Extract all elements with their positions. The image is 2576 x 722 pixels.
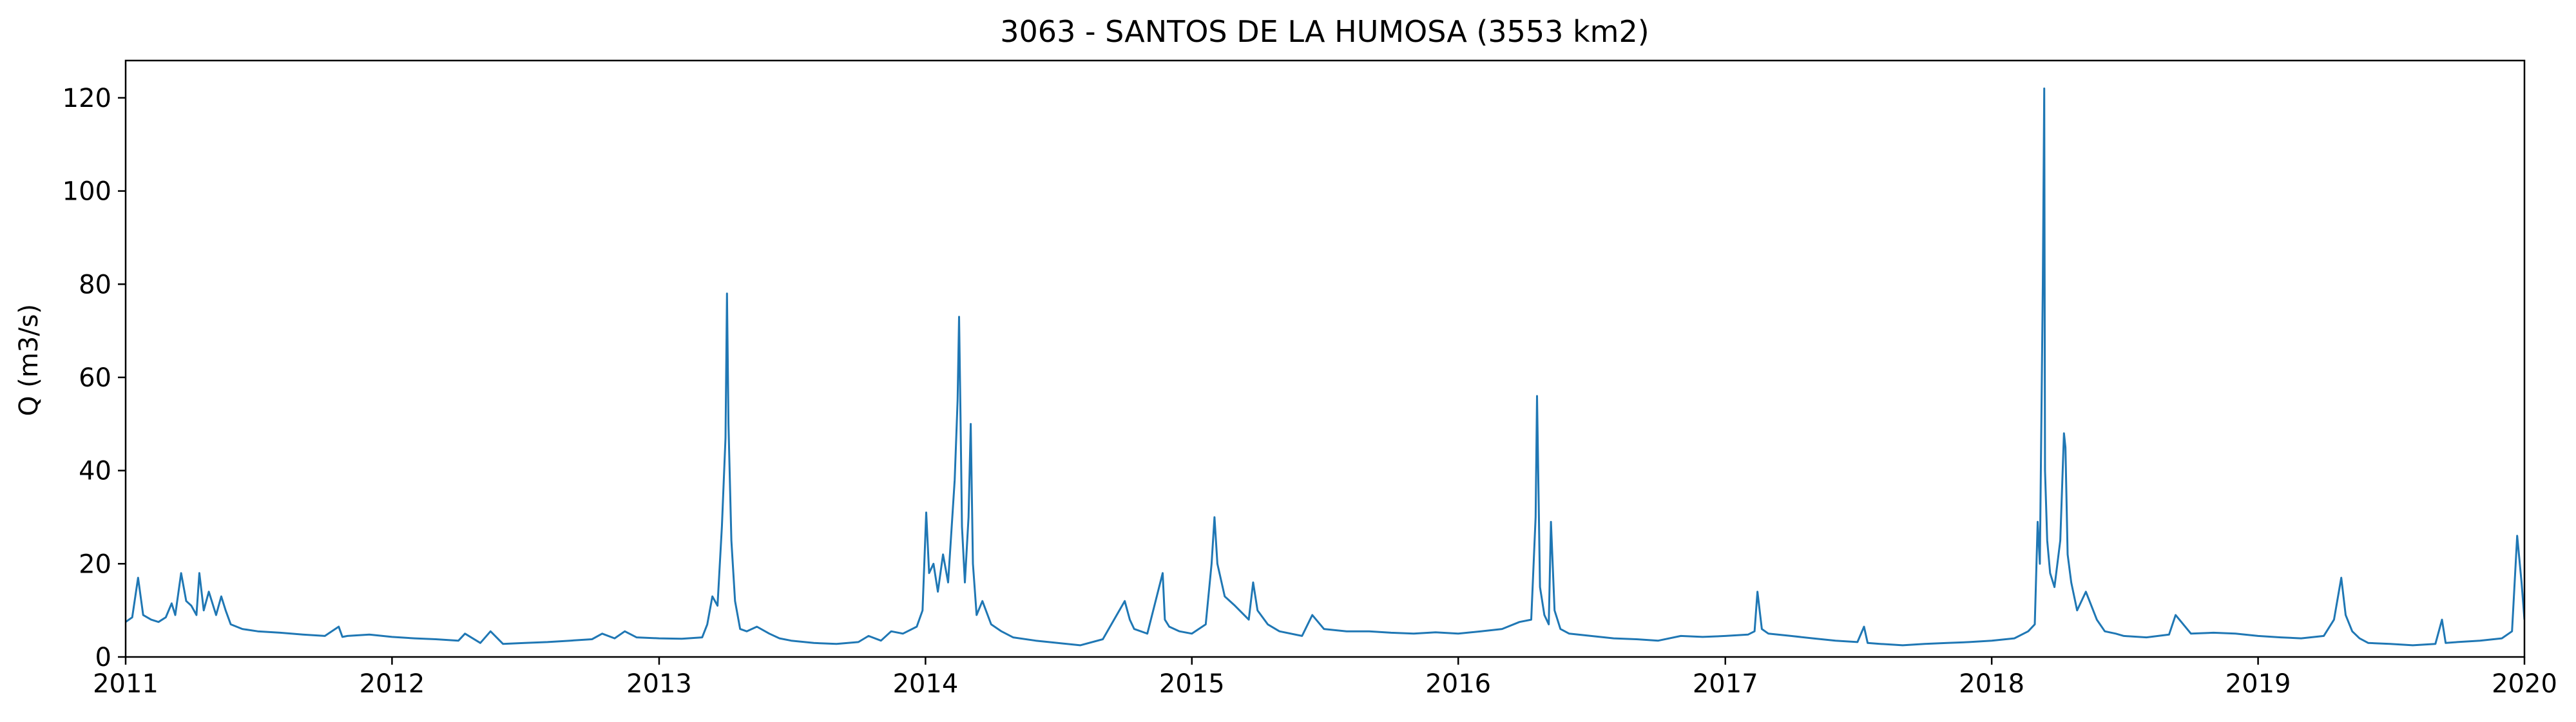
x-tick-label-2020: 2020 [2492,669,2557,699]
x-tick-label-2012: 2012 [360,669,425,699]
y-axis-label: Q (m3/s) [14,304,44,416]
x-tick-label-2018: 2018 [1959,669,2024,699]
y-tick-label-40: 40 [79,457,111,486]
y-axis-label-group: Q (m3/s) [14,304,44,416]
y-tick-label-100: 100 [62,177,111,207]
x-tick-label-2014: 2014 [892,669,958,699]
y-tick-label-20: 20 [79,549,111,579]
y-tick-label-0: 0 [95,643,111,672]
x-tick-label-2019: 2019 [2225,669,2291,699]
x-tick-label-2013: 2013 [626,669,692,699]
x-tick-label-2011: 2011 [93,669,159,699]
axes: 2011 2012 2013 2014 2015 2016 2017 2018 2019 2020… [62,59,2557,699]
y-tick-label-60: 60 [79,363,111,393]
axes-frame [124,59,2526,658]
x-tick-label-2017: 2017 [1693,669,1758,699]
x-tick-label-2016: 2016 [1425,669,1491,699]
plot-area [126,87,2524,647]
series-line-0 [126,87,2524,647]
x-tick-label-2015: 2015 [1159,669,1225,699]
y-tick-label-80: 80 [79,270,111,299]
y-tick-label-120: 120 [62,84,111,113]
chart-title: 3063 - SANTOS DE LA HUMOSA (3553 km2) [1000,14,1649,49]
